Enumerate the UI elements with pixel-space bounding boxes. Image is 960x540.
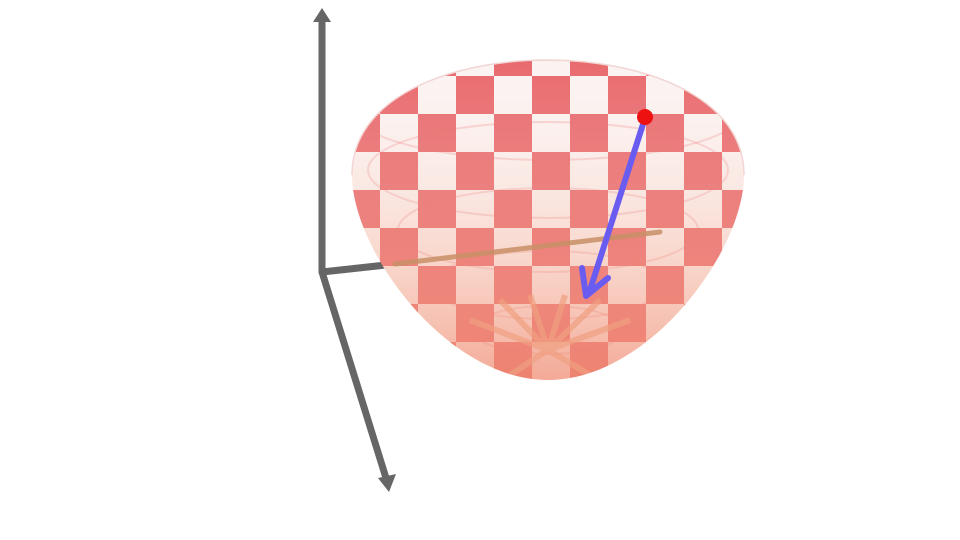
gradient-vector bbox=[579, 115, 648, 299]
red-point[interactable] bbox=[637, 109, 653, 125]
inner-axis-line bbox=[392, 229, 663, 267]
gradient-vector-head bbox=[579, 265, 611, 299]
x-axis-arrow bbox=[378, 474, 396, 492]
x-axis bbox=[318, 268, 390, 482]
paraboloid-surface bbox=[352, 60, 744, 380]
bowl-rim bbox=[351, 59, 745, 176]
surface-bottom-burst bbox=[468, 294, 632, 378]
z-axis-arrow bbox=[313, 8, 331, 22]
